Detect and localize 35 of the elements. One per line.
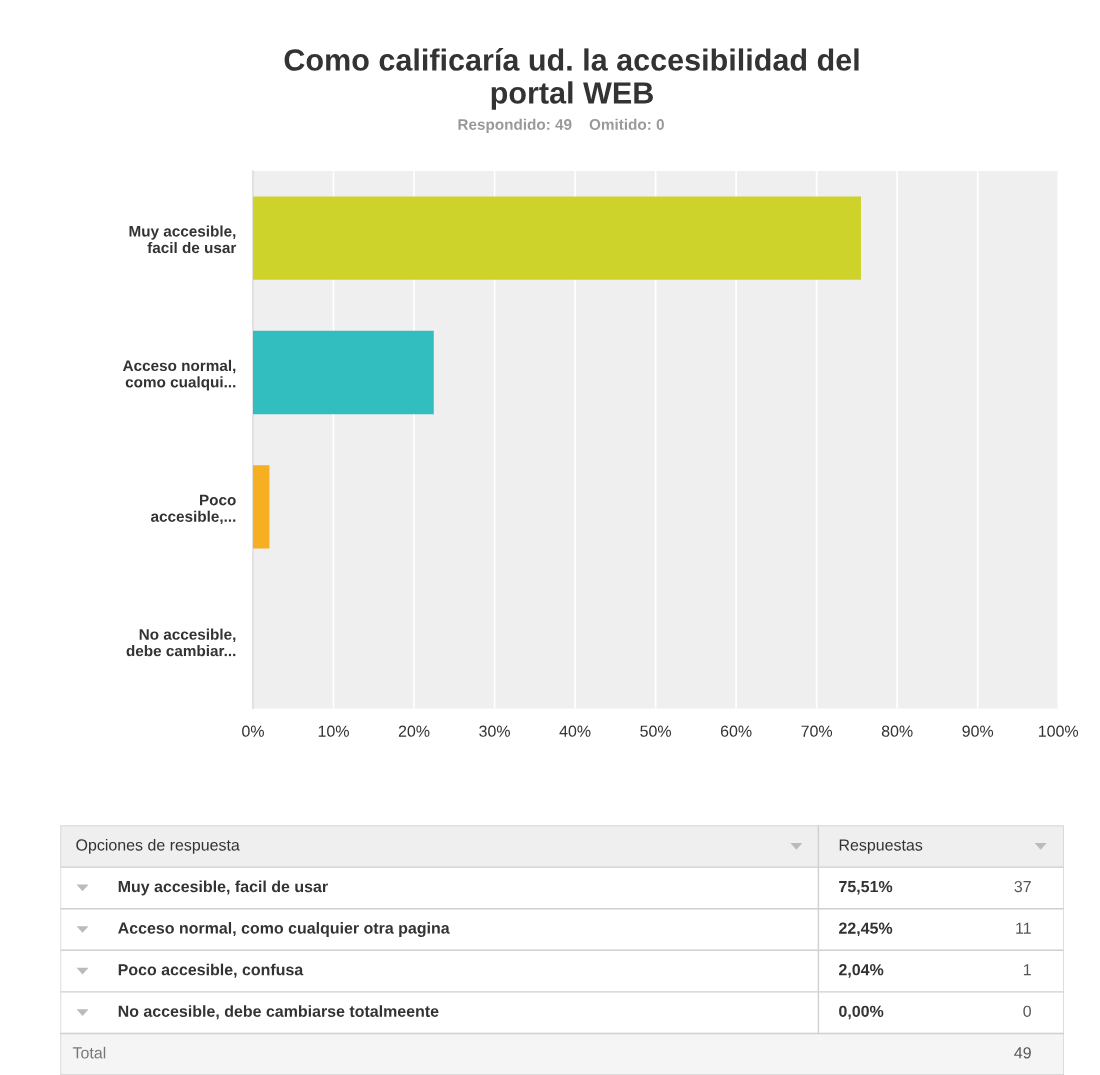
bar bbox=[253, 196, 862, 280]
y-tick-label: Acceso normal, como cualqui... bbox=[122, 359, 236, 391]
y-tick-label: Poco accesible,... bbox=[151, 494, 236, 525]
x-tick-label: 50% bbox=[640, 725, 672, 737]
x-tick-label: 40% bbox=[559, 725, 591, 737]
text: 49 bbox=[1014, 1047, 1031, 1059]
category-label: Acceso normal, como cualquier otra pagina bbox=[118, 922, 450, 937]
x-tick-label: 30% bbox=[479, 725, 510, 737]
text: 22,45% bbox=[839, 922, 893, 937]
text: 11 bbox=[1016, 922, 1031, 934]
text: 0 bbox=[1023, 1005, 1031, 1017]
text: 75,51% bbox=[839, 880, 893, 895]
y-tick-label: No accesible, debe cambiar... bbox=[126, 628, 236, 657]
text: Total bbox=[72, 1046, 106, 1059]
x-tick-label: 0% bbox=[242, 725, 264, 737]
x-tick-label: 80% bbox=[881, 725, 913, 737]
x-tick-label: 60% bbox=[720, 725, 752, 737]
text: 2,04% bbox=[839, 964, 884, 978]
text: Respuestas bbox=[839, 839, 923, 854]
text: Opciones de respuesta bbox=[76, 838, 240, 854]
bar bbox=[253, 330, 434, 415]
x-tick-label: 90% bbox=[962, 725, 994, 737]
x-tick-label: 100% bbox=[1038, 725, 1079, 737]
bar bbox=[253, 465, 270, 549]
category-label: Poco accesible, confusa bbox=[118, 963, 304, 978]
y-tick-label: Muy accesible, facil de usar bbox=[129, 225, 237, 254]
x-tick-label: 20% bbox=[398, 725, 430, 737]
chart-subtitle: Respondido: 49 Omitido: 0 bbox=[458, 118, 664, 133]
x-tick-label: 70% bbox=[801, 725, 833, 737]
category-label: No accesible, debe cambiarse totalmeente bbox=[118, 1005, 439, 1020]
x-tick-label: 10% bbox=[318, 725, 349, 737]
chart-title: Como calificaría ud. la accesibilidad del portal WEB bbox=[284, 48, 859, 110]
text: 37 bbox=[1014, 880, 1031, 893]
text: 0,00% bbox=[839, 1005, 884, 1020]
text: 1 bbox=[1023, 964, 1031, 976]
